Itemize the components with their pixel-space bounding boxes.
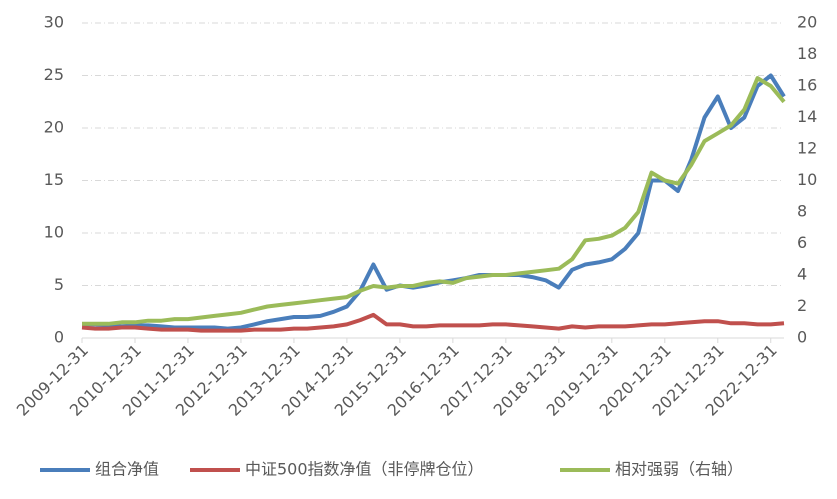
y-tick-label: 10: [44, 223, 64, 242]
y2-tick-label: 2: [797, 296, 807, 315]
y2-tick-label: 12: [797, 139, 817, 158]
y-tick-label: 25: [44, 65, 64, 84]
y2-tick-label: 4: [797, 265, 807, 284]
y-tick-label: 30: [44, 13, 64, 32]
y2-tick-label: 10: [797, 170, 817, 189]
y2-tick-label: 8: [797, 202, 807, 221]
y-tick-label: 5: [54, 275, 64, 294]
series-line: [81, 312, 785, 333]
legend-label: 中证500指数净值（非停牌仓位）: [245, 460, 484, 479]
legend-label: 相对强弱（右轴）: [615, 460, 743, 479]
legend-label: 组合净值: [95, 460, 159, 479]
y2-tick-label: 0: [797, 328, 807, 347]
y2-tick-label: 6: [797, 233, 807, 252]
y-tick-label: 20: [44, 118, 64, 137]
y-tick-label: 15: [44, 170, 64, 189]
y2-tick-label: 16: [797, 76, 817, 95]
y-tick-label: 0: [54, 328, 64, 347]
series-line: [82, 76, 786, 326]
y2-tick-label: 18: [797, 44, 817, 63]
series-line: [82, 73, 786, 331]
y2-tick-label: 20: [797, 13, 817, 32]
y2-tick-label: 14: [797, 107, 817, 126]
